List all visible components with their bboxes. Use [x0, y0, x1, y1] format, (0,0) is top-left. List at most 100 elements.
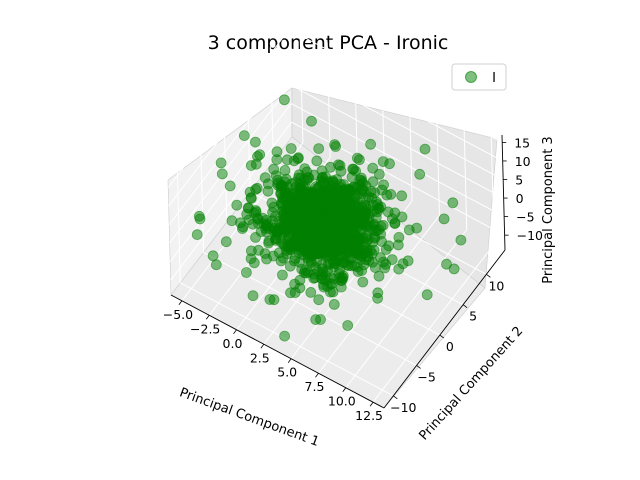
- data-point: [447, 197, 459, 209]
- x-tick-label: −2.5: [190, 321, 220, 336]
- data-point: [308, 169, 320, 181]
- data-point: [224, 180, 236, 192]
- grid-line-z-wall-a: [167, 29, 290, 188]
- data-point: [378, 179, 390, 191]
- data-point: [264, 294, 276, 305]
- grid-line-z-wall-a: [169, 84, 292, 244]
- data-point: [321, 196, 333, 207]
- data-point: [328, 298, 340, 310]
- data-point: [294, 274, 306, 286]
- x-tick-label: 2.5: [250, 350, 270, 365]
- data-point: [357, 276, 369, 288]
- y-tick-mark: [439, 334, 445, 339]
- legend-box: [451, 63, 507, 91]
- data-point: [351, 152, 363, 164]
- x-tick-mark: [342, 387, 347, 392]
- data-point: [311, 246, 323, 257]
- data-point: [358, 205, 370, 217]
- y-tick-label: 10: [488, 278, 504, 293]
- data-point: [194, 213, 206, 225]
- x-tick-label: 10.0: [328, 394, 356, 409]
- data-point: [386, 254, 398, 266]
- data-point: [393, 263, 405, 275]
- data-point: [313, 294, 325, 306]
- y-tick-label: 5: [469, 309, 477, 324]
- data-point: [289, 200, 301, 212]
- data-point: [324, 184, 336, 196]
- z-axis-line: [501, 134, 506, 251]
- grid-line-x-wall: [435, 100, 440, 216]
- data-point: [373, 168, 385, 180]
- y-tick-mark: [393, 395, 398, 400]
- x-tick-mark: [233, 329, 237, 335]
- data-point: [252, 218, 264, 230]
- x-tick-mark: [287, 358, 292, 363]
- data-point: [298, 189, 310, 201]
- chart-title: 3 component PCA - Ironic: [208, 32, 449, 54]
- x-axis-line: [170, 294, 385, 409]
- data-point: [250, 206, 262, 218]
- grid-line-x-wall: [463, 114, 468, 230]
- data-point: [365, 186, 377, 197]
- data-point: [292, 209, 304, 220]
- data-point: [240, 267, 252, 278]
- x-tick-label: 12.5: [355, 408, 383, 423]
- data-point: [300, 267, 312, 279]
- data-point: [396, 190, 408, 202]
- z-tick-label: −10: [517, 228, 543, 243]
- data-point: [337, 225, 349, 237]
- data-point: [315, 314, 326, 325]
- data-point: [310, 216, 322, 228]
- data-point: [367, 162, 379, 174]
- data-point: [348, 224, 360, 236]
- data-point: [292, 153, 304, 165]
- data-point: [210, 259, 222, 271]
- y-tick-mark: [416, 365, 421, 369]
- data-point: [382, 206, 394, 218]
- data-point: [254, 149, 266, 161]
- data-point: [231, 199, 243, 211]
- y-tick-label: 0: [446, 339, 454, 354]
- data-point: [377, 219, 389, 231]
- tick-labels: −5.0−2.50.02.55.07.510.012.5−10−50510−10…: [163, 135, 543, 423]
- grid-line-x-floor: [345, 229, 468, 389]
- x-tick-mark: [260, 344, 265, 349]
- data-point: [250, 183, 262, 195]
- data-point: [277, 252, 289, 264]
- data-point: [319, 274, 331, 286]
- grid-line-z-wall-a: [168, 66, 291, 225]
- data-point: [263, 235, 275, 247]
- data-point: [302, 245, 313, 257]
- grid-line-x-wall: [326, 42, 331, 158]
- data-point: [342, 189, 353, 201]
- grid-line-y-floor: [203, 252, 417, 366]
- data-point: [380, 244, 392, 255]
- x-tick-mark: [369, 401, 374, 407]
- grid-line-z-wall-a: [170, 121, 293, 281]
- grid-line-z-wall-b: [289, 47, 503, 162]
- data-point: [368, 225, 380, 237]
- x-tick-label: 7.5: [305, 379, 325, 394]
- data-point: [372, 287, 384, 299]
- data-point: [392, 239, 404, 251]
- data-point: [325, 161, 336, 173]
- data-point: [276, 269, 288, 281]
- data-point: [308, 190, 320, 202]
- data-point: [288, 255, 300, 267]
- x-tick-mark: [178, 300, 183, 306]
- x-tick-label: 5.0: [277, 365, 297, 380]
- data-point: [279, 330, 291, 342]
- z-tick-label: −5: [516, 210, 534, 225]
- data-point: [271, 146, 283, 158]
- data-point: [303, 255, 314, 267]
- data-point: [334, 182, 346, 193]
- grid-line-x-floor: [372, 243, 495, 403]
- data-point: [277, 209, 289, 221]
- data-point: [307, 200, 319, 212]
- data-point: [335, 281, 347, 293]
- grid-line-y-wall: [176, 167, 181, 283]
- data-point: [250, 231, 261, 243]
- data-point: [372, 199, 383, 210]
- data-point: [362, 251, 374, 262]
